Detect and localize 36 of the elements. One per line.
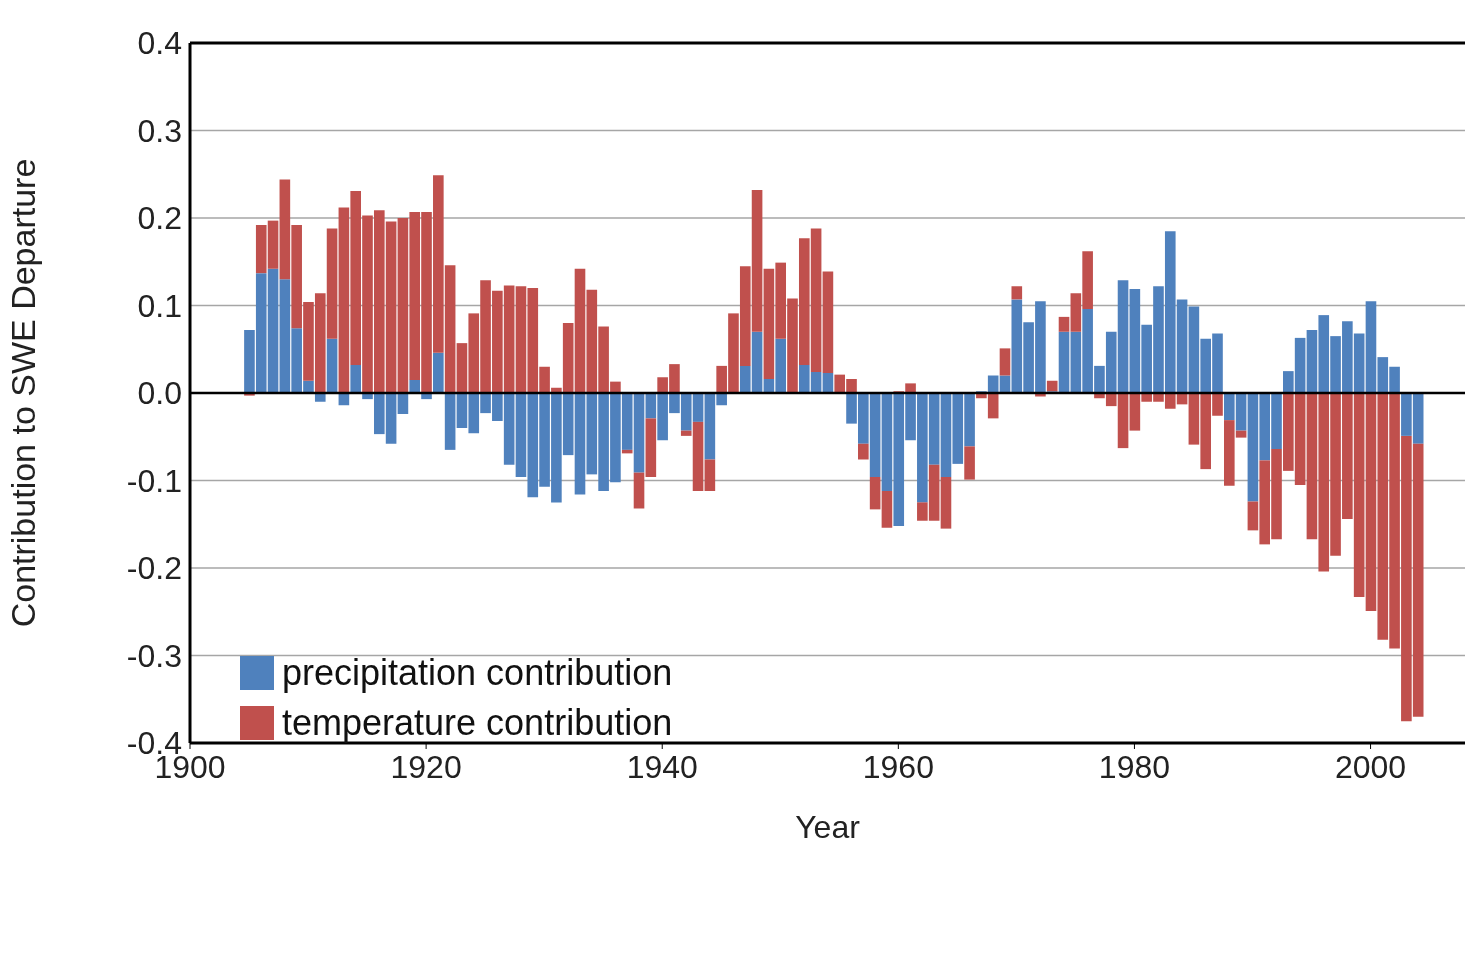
y-tick-label: -0.3 — [126, 637, 182, 674]
x-tick-label: 1980 — [1098, 748, 1171, 785]
bar — [881, 491, 893, 528]
bar — [940, 477, 952, 529]
bar — [633, 472, 645, 509]
bar — [1011, 286, 1023, 300]
bar — [350, 365, 361, 393]
y-tick-label: 0.4 — [137, 25, 182, 62]
x-tick-label: 2000 — [1334, 748, 1407, 785]
bar — [822, 271, 834, 373]
x-tick-label: 1920 — [390, 748, 462, 785]
y-tick-label: 0.0 — [137, 375, 182, 412]
bar — [326, 338, 338, 393]
bar — [1058, 316, 1070, 332]
bar — [858, 443, 869, 460]
bar — [1046, 380, 1058, 392]
bar — [704, 459, 716, 491]
legend-label: precipitation contribution — [282, 651, 673, 695]
x-tick-label: 1940 — [626, 748, 698, 785]
y-tick-label: 0.1 — [137, 287, 182, 324]
y-tick-label: 0.3 — [137, 112, 182, 149]
x-axis-title: Year — [795, 809, 861, 845]
x-tick-label: 1960 — [862, 748, 934, 785]
bar — [409, 379, 421, 393]
legend-label: temperature contribution — [282, 701, 673, 745]
y-tick-label: -0.1 — [126, 462, 182, 499]
bar — [999, 348, 1011, 376]
y-tick-label: 0.2 — [137, 200, 182, 237]
bar — [433, 352, 444, 393]
y-tick-label: -0.2 — [126, 550, 182, 587]
y-axis-title: Contribution to SWE Departure — [4, 158, 43, 628]
bar — [397, 393, 409, 414]
bar — [444, 393, 456, 450]
bar — [645, 418, 657, 477]
bar — [964, 446, 975, 480]
bar — [869, 477, 881, 510]
